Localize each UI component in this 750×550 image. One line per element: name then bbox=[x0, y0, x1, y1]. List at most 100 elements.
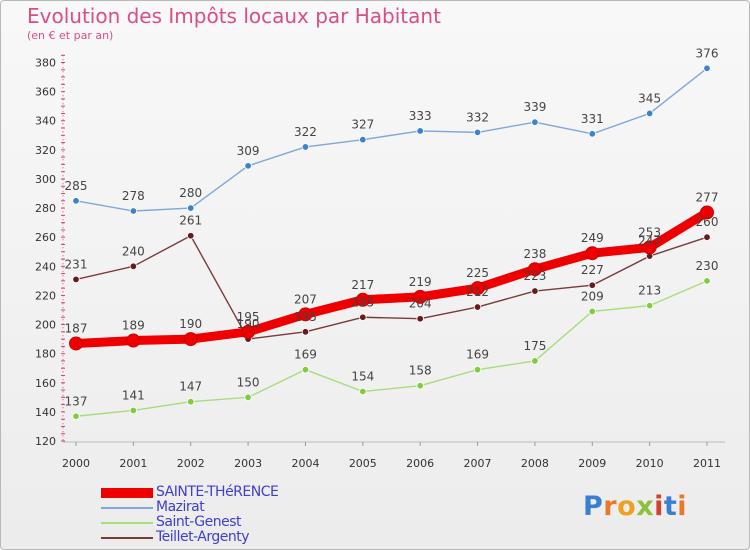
data-label-mazirat: 339 bbox=[523, 100, 546, 114]
data-point-saint-genest bbox=[703, 277, 711, 285]
legend-label: Mazirat bbox=[156, 499, 205, 515]
legend-swatch bbox=[101, 521, 153, 524]
data-point-sainte-th-rence bbox=[241, 324, 256, 339]
data-point-teillet-argenty bbox=[703, 233, 711, 241]
data-point-sainte-th-rence bbox=[470, 281, 485, 296]
x-tick-label: 2005 bbox=[349, 457, 377, 470]
data-point-sainte-th-rence bbox=[69, 336, 83, 351]
proxiti-logo: Proxiti bbox=[583, 491, 687, 522]
data-label-sainte-th-rence: 207 bbox=[294, 292, 317, 306]
data-label-teillet-argenty: 223 bbox=[523, 269, 546, 283]
series-line-teillet-argenty bbox=[75, 235, 708, 340]
data-point-sainte-th-rence bbox=[298, 307, 313, 322]
data-point-teillet-argenty bbox=[588, 281, 596, 289]
data-point-teillet-argenty bbox=[473, 303, 482, 311]
data-label-mazirat: 345 bbox=[638, 91, 661, 105]
logo-letter: x bbox=[636, 491, 655, 522]
data-point-mazirat bbox=[531, 118, 539, 126]
data-label-teillet-argenty: 240 bbox=[122, 244, 145, 258]
data-label-mazirat: 309 bbox=[237, 144, 260, 158]
data-point-saint-genest bbox=[244, 393, 252, 402]
y-tick-label: 280 bbox=[35, 202, 56, 215]
data-label-sainte-th-rence: 187 bbox=[65, 321, 88, 335]
data-point-sainte-th-rence bbox=[183, 332, 198, 347]
data-label-teillet-argenty: 247 bbox=[638, 234, 661, 248]
logo-letter: i bbox=[677, 491, 688, 522]
x-tick-label: 2007 bbox=[464, 457, 492, 470]
series-line-mazirat bbox=[75, 67, 708, 212]
data-label-saint-genest: 169 bbox=[466, 348, 489, 362]
y-tick-label: 240 bbox=[35, 260, 56, 273]
data-label-teillet-argenty: 261 bbox=[179, 214, 202, 228]
data-point-sainte-th-rence bbox=[642, 240, 657, 255]
legend-swatch bbox=[101, 506, 153, 509]
data-point-mazirat bbox=[703, 64, 711, 73]
data-label-mazirat: 280 bbox=[179, 186, 202, 200]
data-label-sainte-th-rence: 238 bbox=[523, 247, 546, 261]
y-tick-label: 380 bbox=[35, 57, 56, 70]
data-point-saint-genest bbox=[473, 365, 482, 374]
data-point-mazirat bbox=[129, 207, 138, 215]
logo-letter: r bbox=[603, 491, 618, 522]
data-point-sainte-th-rence bbox=[700, 205, 714, 220]
x-tick-label: 2006 bbox=[406, 457, 434, 470]
data-label-saint-genest: 158 bbox=[409, 364, 432, 378]
x-tick-label: 2001 bbox=[119, 457, 147, 470]
data-point-teillet-argenty bbox=[416, 315, 424, 323]
data-label-saint-genest: 209 bbox=[581, 289, 604, 303]
data-point-sainte-th-rence bbox=[355, 292, 370, 307]
legend-label: Teillet-Argenty bbox=[156, 529, 250, 545]
x-tick-label: 2003 bbox=[234, 457, 262, 470]
data-label-teillet-argenty: 260 bbox=[696, 215, 719, 229]
data-point-sainte-th-rence bbox=[413, 289, 428, 304]
x-tick-label: 2002 bbox=[177, 457, 205, 470]
data-point-saint-genest bbox=[359, 387, 367, 396]
logo-letter: i bbox=[654, 491, 664, 522]
x-tick-label: 2010 bbox=[636, 457, 664, 470]
data-point-mazirat bbox=[416, 127, 424, 135]
data-label-mazirat: 285 bbox=[65, 179, 88, 193]
y-tick-label: 360 bbox=[35, 86, 56, 99]
x-tick-label: 2009 bbox=[578, 457, 606, 470]
data-label-teillet-argenty: 231 bbox=[65, 257, 88, 271]
data-point-saint-genest bbox=[129, 406, 138, 415]
data-label-saint-genest: 141 bbox=[122, 388, 145, 402]
chart-subtitle: (en € et par an) bbox=[27, 29, 114, 42]
data-label-teillet-argenty: 195 bbox=[294, 310, 317, 324]
data-point-teillet-argenty bbox=[531, 287, 539, 295]
series-line-saint-genest bbox=[75, 280, 708, 417]
data-label-sainte-th-rence: 195 bbox=[237, 310, 260, 324]
y-tick-label: 140 bbox=[35, 406, 56, 419]
data-label-teillet-argenty: 227 bbox=[581, 263, 604, 277]
data-point-sainte-th-rence bbox=[126, 333, 141, 348]
data-label-mazirat: 376 bbox=[696, 46, 719, 60]
data-label-mazirat: 332 bbox=[466, 110, 489, 124]
legend-label: Saint-Genest bbox=[156, 514, 242, 530]
data-label-sainte-th-rence: 225 bbox=[466, 266, 489, 280]
data-point-saint-genest bbox=[301, 365, 310, 374]
data-label-sainte-th-rence: 189 bbox=[122, 319, 145, 333]
data-point-mazirat bbox=[244, 162, 252, 170]
x-tick-label: 2008 bbox=[521, 457, 549, 470]
logo-letter: P bbox=[583, 491, 604, 522]
data-label-sainte-th-rence: 219 bbox=[409, 275, 432, 289]
data-point-teillet-argenty bbox=[359, 313, 367, 321]
data-point-saint-genest bbox=[72, 412, 80, 420]
x-tick-label: 2000 bbox=[62, 457, 90, 470]
y-tick-label: 320 bbox=[35, 144, 56, 157]
data-point-teillet-argenty bbox=[187, 232, 195, 240]
y-tick-label: 220 bbox=[35, 289, 56, 302]
data-point-saint-genest bbox=[588, 307, 596, 316]
data-label-sainte-th-rence: 217 bbox=[351, 278, 374, 292]
data-label-saint-genest: 169 bbox=[294, 348, 317, 362]
data-point-mazirat bbox=[301, 143, 310, 151]
data-point-saint-genest bbox=[531, 357, 539, 365]
chart-title: Evolution des Impôts locaux par Habitant bbox=[27, 4, 441, 28]
data-point-mazirat bbox=[645, 109, 654, 118]
series-line-sainte-th-rence bbox=[71, 207, 712, 348]
data-point-mazirat bbox=[473, 128, 482, 137]
data-point-mazirat bbox=[187, 204, 195, 212]
data-point-mazirat bbox=[72, 197, 80, 205]
